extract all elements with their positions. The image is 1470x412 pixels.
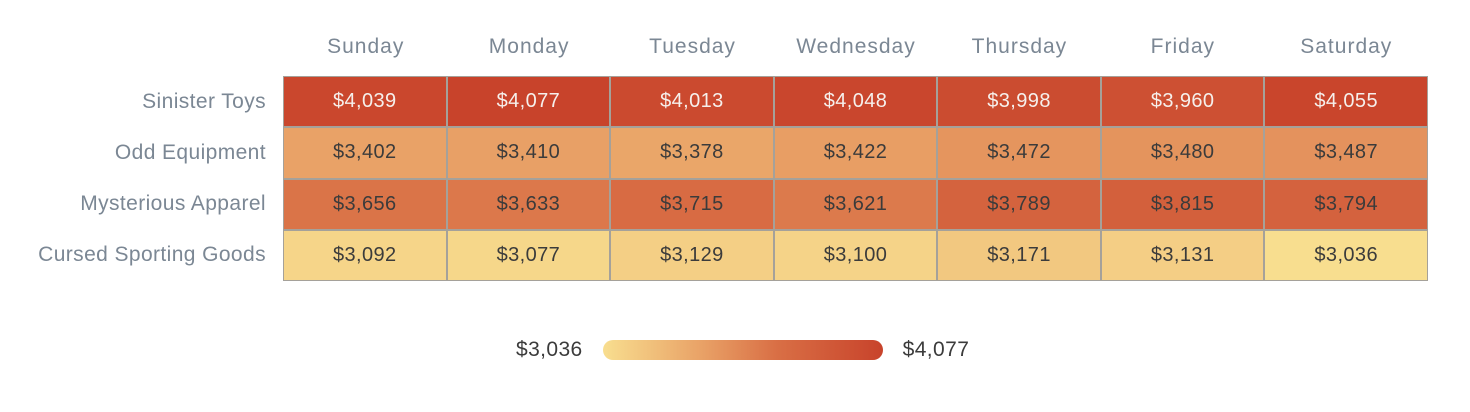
heatmap-cell: $3,171: [938, 230, 1100, 280]
heatmap-cell: $3,422: [774, 128, 937, 178]
heatmap-cell: $4,013: [611, 77, 773, 127]
heatmap-cell: $3,036: [1265, 230, 1427, 280]
heatmap-cell: $3,472: [938, 128, 1100, 178]
row-label: Mysterious Apparel: [80, 192, 266, 216]
heatmap-grid: $4,039 $4,077 $4,013 $4,048 $3,998 $3,960 $4,0…: [283, 76, 1428, 281]
column-header: Thursday: [971, 35, 1068, 58]
heatmap-cell: $3,487: [1265, 128, 1427, 178]
legend-gradient-bar: [602, 340, 883, 360]
heatmap-cell: $3,656: [284, 179, 446, 229]
legend: $3,036 $4,077: [516, 335, 969, 365]
column-header: Wednesday: [796, 35, 916, 58]
heatmap-cell: $3,715: [611, 179, 773, 229]
column-header: Monday: [488, 35, 570, 58]
heatmap-cell: $3,410: [447, 128, 610, 178]
row-label: Cursed Sporting Goods: [38, 243, 266, 267]
heatmap-cell: $3,092: [284, 230, 446, 280]
heatmap-cell: $3,621: [774, 179, 937, 229]
heatmap-cell: $3,998: [938, 77, 1100, 127]
heatmap-cell: $3,131: [1101, 230, 1264, 280]
column-header: Sunday: [327, 35, 405, 58]
column-headers: Sunday Monday Tuesday Wednesday Thursday Frid…: [284, 35, 1428, 63]
heatmap-cell: $3,129: [611, 230, 773, 280]
heatmap-cell: $4,077: [447, 77, 610, 127]
heatmap-cell: $4,039: [284, 77, 446, 127]
column-header: Saturday: [1300, 35, 1393, 58]
heatmap-cell: $3,794: [1265, 179, 1427, 229]
heatmap-cell: $3,480: [1101, 128, 1264, 178]
row-label: Odd Equipment: [114, 140, 266, 164]
heatmap-cell: $3,633: [447, 179, 610, 229]
heatmap-cell: $3,402: [284, 128, 446, 178]
heatmap-cell: $3,815: [1101, 179, 1264, 229]
heatmap-cell: $4,055: [1265, 77, 1427, 127]
row-label: Sinister Toys: [142, 89, 266, 113]
heatmap-cell: $3,100: [774, 230, 937, 280]
legend-min-label: $3,036: [516, 338, 583, 361]
row-labels: Sinister Toys Odd Equipment Mysterious App…: [0, 77, 266, 280]
heatmap-cell: $3,789: [938, 179, 1100, 229]
column-header: Friday: [1150, 35, 1216, 58]
heatmap-cell: $4,048: [774, 77, 937, 127]
legend-max-label: $4,077: [902, 338, 970, 361]
heatmap-cell: $3,960: [1101, 77, 1264, 127]
heatmap-cell: $3,378: [611, 128, 773, 178]
heatmap-cell: $3,077: [447, 230, 610, 280]
column-header: Tuesday: [649, 35, 736, 58]
